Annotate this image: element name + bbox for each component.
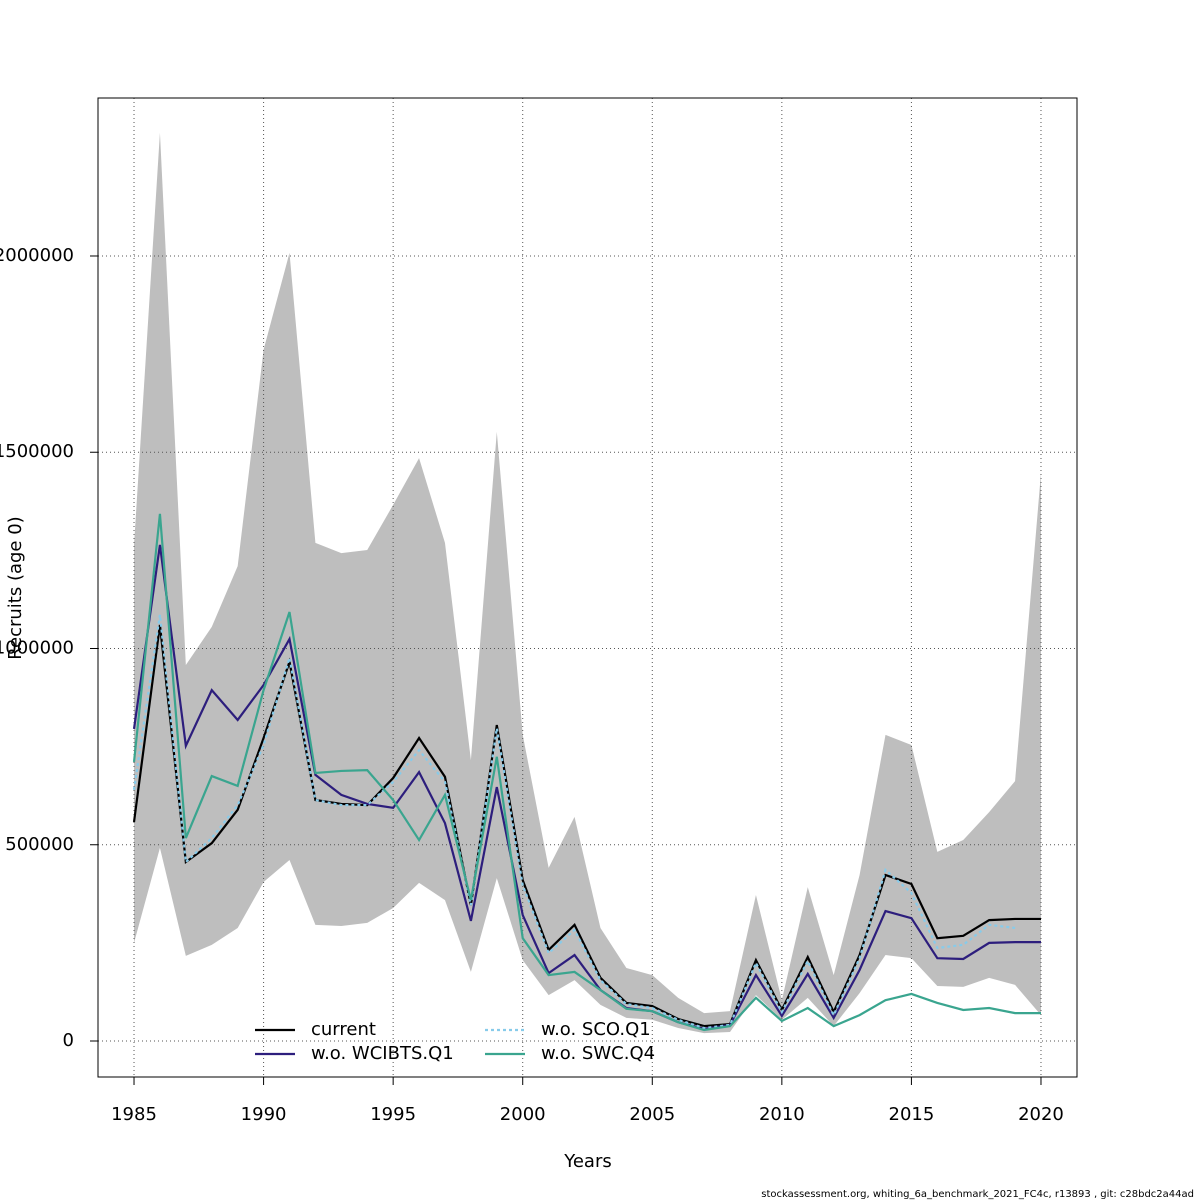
legend-label: w.o. SWC.Q4 — [541, 1043, 655, 1064]
y-tick-label: 1000000 — [0, 637, 74, 658]
legend-label: w.o. SCO.Q1 — [541, 1019, 651, 1040]
x-tick-label: 1990 — [241, 1104, 287, 1125]
series-line — [132, 544, 1041, 1030]
y-tick-label: 500000 — [5, 834, 74, 855]
x-tick-label: 1985 — [111, 1104, 157, 1125]
x-tick-label: 2010 — [759, 1104, 805, 1125]
y-axis-label: Recruits (age 0) — [5, 516, 26, 659]
x-tick-label: 2020 — [1018, 1104, 1064, 1125]
x-tick-label: 2005 — [629, 1104, 675, 1125]
series-line — [132, 614, 1016, 1030]
y-tick-label: 0 — [63, 1030, 74, 1051]
legend-label: current — [311, 1019, 376, 1040]
series-line — [132, 513, 1041, 1032]
y-tick-label: 1500000 — [0, 441, 74, 462]
series-line — [132, 624, 1041, 1028]
x-axis-label: Years — [563, 1151, 612, 1172]
legend-label: w.o. WCIBTS.Q1 — [311, 1043, 454, 1064]
footer: stockassessment.org, whiting_6a_benchmar… — [761, 1189, 1194, 1200]
confidence-band — [134, 132, 1041, 1034]
x-tick-label: 1995 — [370, 1104, 416, 1125]
x-tick-label: 2015 — [889, 1104, 935, 1125]
y-tick-label: 2000000 — [0, 245, 74, 266]
plot-frame — [97, 97, 1078, 1078]
x-tick-label: 2000 — [500, 1104, 546, 1125]
